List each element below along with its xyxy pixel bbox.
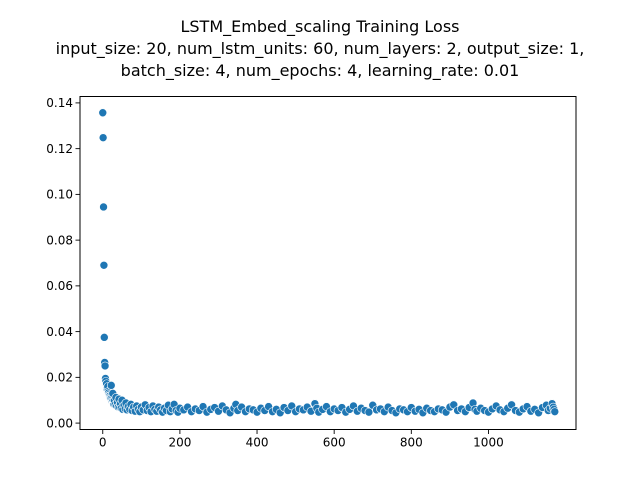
chart-subtitle-params-1: input_size: 20, num_lstm_units: 60, num_… [55,39,585,58]
data-point [100,361,110,371]
data-point [98,133,108,142]
x-axis: 0 200 400 600 800 1000 [99,429,504,450]
data-point [106,381,116,390]
y-tick-label: 0.10 [46,188,73,202]
chart-title: LSTM_Embed_scaling Training Loss [180,17,460,36]
x-tick-label: 200 [168,436,191,450]
y-axis: 0.00 0.02 0.04 0.06 0.08 0.10 0.12 0.14 [46,96,80,430]
data-point [99,202,108,212]
plot-frame [79,96,577,430]
x-tick-label: 600 [323,436,346,450]
data-point [364,407,374,417]
y-tick-label: 0.04 [46,325,73,339]
y-tick-label: 0.06 [46,279,73,293]
y-tick-label: 0.14 [46,96,73,110]
data-point [550,407,560,416]
data-point [98,108,108,118]
y-tick-label: 0.12 [46,142,73,156]
scatter-points [98,108,560,418]
x-tick-label: 400 [246,436,269,450]
chart-subtitle-params-2: batch_size: 4, num_epochs: 4, learning_r… [120,61,520,80]
y-tick-label: 0.00 [46,416,73,430]
data-point [99,260,109,270]
x-tick-label: 800 [400,436,423,450]
x-tick-label: 0 [99,436,107,450]
y-tick-label: 0.08 [46,233,73,247]
y-tick-label: 0.02 [46,371,73,385]
data-point [100,333,109,342]
x-tick-label: 1000 [473,436,504,450]
